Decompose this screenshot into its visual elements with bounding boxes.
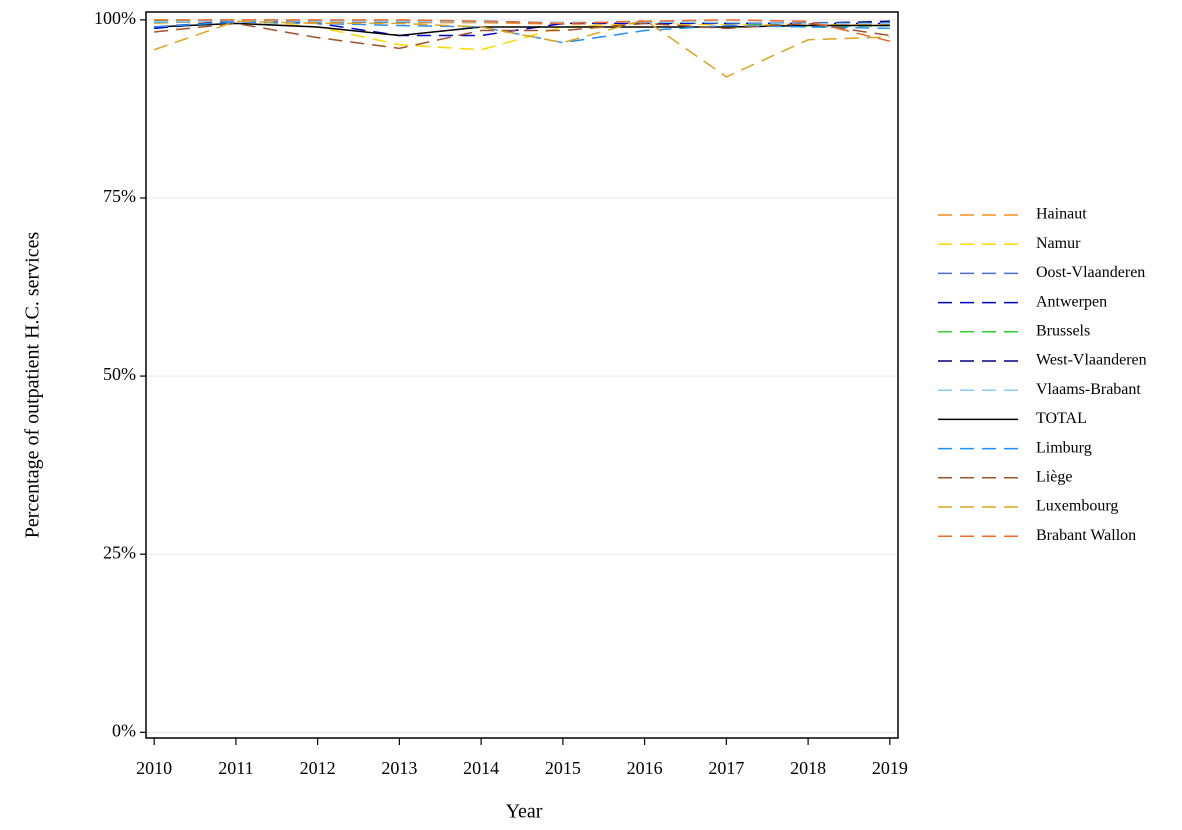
legend-label: Limburg: [1036, 439, 1092, 456]
x-tick-label: 2016: [627, 758, 663, 778]
y-tick-label: 50%: [103, 364, 136, 384]
legend-label: West-Vlaanderen: [1036, 352, 1147, 369]
legend-label: TOTAL: [1036, 410, 1087, 427]
y-tick-label: 0%: [112, 720, 136, 740]
legend-label: Vlaams-Brabant: [1036, 381, 1141, 398]
y-tick-label: 75%: [103, 186, 136, 206]
x-tick-label: 2012: [300, 758, 336, 778]
y-tick-label: 100%: [94, 8, 136, 28]
x-tick-label: 2015: [545, 758, 581, 778]
x-tick-label: 2014: [463, 758, 499, 778]
series-line: [154, 22, 890, 50]
legend-label: Liège: [1036, 468, 1072, 485]
legend-label: Oost-Vlaanderen: [1036, 264, 1145, 281]
series-line: [154, 19, 891, 42]
legend-label: Antwerpen: [1036, 293, 1107, 310]
legend-label: Hainaut: [1036, 206, 1087, 223]
plot-frame: [145, 11, 899, 739]
legend-label: Luxembourg: [1036, 498, 1118, 515]
legend-label: Brussels: [1036, 322, 1090, 339]
x-tick-label: 2019: [872, 758, 908, 778]
x-tick-label: 2011: [218, 758, 253, 778]
y-tick-label: 25%: [103, 542, 136, 562]
series-line: [154, 19, 890, 25]
y-axis-label: Percentage of outpatient H.C. services: [22, 232, 44, 539]
series-line: [153, 19, 890, 78]
x-tick-label: 2017: [708, 758, 744, 778]
legend-label: Brabant Wallon: [1036, 527, 1136, 544]
x-tick-label: 2010: [136, 758, 172, 778]
x-tick-label: 2013: [381, 758, 417, 778]
x-axis-label: Year: [506, 801, 543, 823]
series-line: [154, 21, 890, 44]
legend-label: Namur: [1036, 235, 1081, 252]
x-tick-label: 2018: [790, 758, 826, 778]
